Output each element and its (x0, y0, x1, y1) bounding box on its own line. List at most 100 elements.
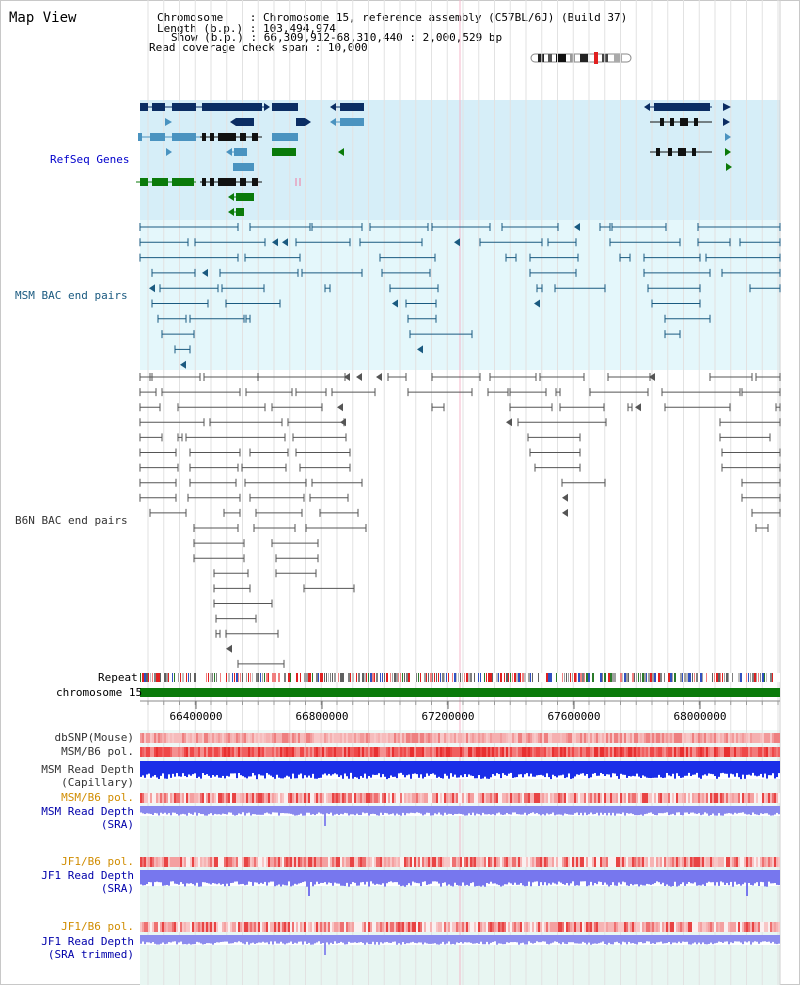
jf1-b6-pol-trimmed-cell (598, 922, 600, 932)
msm-sra-depth (280, 806, 282, 814)
jf1-b6-pol-cell (530, 857, 532, 867)
jf1-sra-depth (306, 870, 308, 887)
msm-b6-pol-sra-cell (554, 793, 556, 803)
jf1-sra-trimmed-depth (344, 935, 346, 945)
msm-b6-pol-cell (422, 747, 424, 757)
jf1-b6-pol-trimmed-cell (694, 922, 696, 932)
msm-b6-pol-cell (406, 747, 408, 757)
msm-b6-pol-cell (640, 747, 642, 757)
msm-capillary-depth (768, 761, 770, 776)
jf1-b6-pol-cell (294, 857, 296, 867)
msm-b6-pol-sra-cell (642, 793, 644, 803)
jf1-sra-trimmed-depth (142, 935, 144, 942)
msm-capillary-depth (154, 761, 156, 776)
jf1-sra-trimmed-depth (336, 935, 338, 944)
msm-sra-depth (174, 806, 176, 813)
jf1-b6-pol-cell (166, 857, 168, 867)
jf1-sra-depth (772, 870, 774, 884)
msm-sra-depth (332, 806, 334, 816)
jf1-sra-trimmed-depth (212, 935, 214, 945)
dbsnp-cell (142, 733, 144, 743)
msm-sra-depth (450, 806, 452, 814)
msm-b6-pol-sra-cell (288, 793, 290, 803)
msm-capillary-depth (692, 761, 694, 775)
jf1-sra-depth (298, 870, 300, 884)
jf1-b6-pol-cell (446, 857, 448, 867)
msm-sra-depth (634, 806, 636, 816)
chromosome-ideogram[interactable] (530, 51, 634, 65)
refseq-genes-label[interactable]: RefSeq Genes (50, 153, 130, 166)
jf1-b6-pol-trimmed-cell (388, 922, 390, 932)
jf1-sra-depth (612, 870, 614, 883)
jf1-sra-depth (200, 870, 202, 887)
msm-sra-depth (376, 806, 378, 816)
msm-capillary-depth (700, 761, 702, 779)
jf1-b6-pol-trimmed-cell (378, 922, 380, 932)
msm-b6-pol-sra-cell (608, 793, 610, 803)
msm-b6-pol-sra-cell (662, 793, 664, 803)
msm-b6-pol-cell (326, 747, 328, 757)
msm-b6-pol-sra-cell (260, 793, 262, 803)
msm-b6-pol-sra-cell (286, 793, 288, 803)
jf1-b6-pol-trimmed-cell (658, 922, 660, 932)
msm-capillary-depth (764, 761, 766, 774)
jf1-b6-pol-cell (142, 857, 144, 867)
jf1-sra-depth (278, 870, 280, 885)
repeat-block (562, 673, 563, 682)
msm-capillary-depth (340, 761, 342, 776)
jf1-b6-pol-trimmed-cell (684, 922, 686, 932)
jf1-b6-pol-cell (188, 857, 190, 867)
gene-arrow (305, 118, 311, 126)
jf1-b6-pol-trimmed-cell (730, 922, 732, 932)
msm-b6-pol-cell (630, 747, 632, 757)
jf1-sra-depth (752, 870, 754, 886)
jf1-sra-trimmed-depth (438, 935, 440, 945)
msm-sra-depth (154, 806, 156, 813)
variation-track-label: JF1 Read Depth (SRA trimmed) (2, 935, 134, 961)
dbsnp-cell (620, 733, 622, 743)
msm-sra-depth (730, 806, 732, 814)
axis-tick-label: 67600000 (547, 710, 601, 723)
gene-arrow (723, 103, 731, 111)
jf1-b6-pol-trimmed-cell (222, 922, 224, 932)
jf1-sra-depth (368, 870, 370, 887)
msm-capillary-depth (608, 761, 610, 775)
msm-sra-depth (594, 806, 596, 815)
msm-b6-pol-sra-cell (152, 793, 154, 803)
jf1-b6-pol-trimmed-cell (448, 922, 450, 932)
msm-capillary-depth (574, 761, 576, 777)
msm-b6-pol-cell (674, 747, 676, 757)
jf1-sra-depth (602, 870, 604, 885)
msm-b6-pol-cell (534, 747, 536, 757)
variation-track-label-line: (SRA) (100, 882, 134, 895)
jf1-sra-trimmed-depth (316, 935, 318, 943)
jf1-b6-pol-trimmed-cell (706, 922, 708, 932)
msm-sra-depth (180, 806, 182, 815)
dbsnp-cell (140, 733, 142, 743)
jf1-sra-trimmed-depth (384, 935, 386, 943)
dbsnp-cell (248, 733, 250, 743)
msm-b6-pol-sra-cell (590, 793, 592, 803)
dbsnp-cell (388, 733, 390, 743)
msm-sra-depth (558, 806, 560, 815)
jf1-sra-trimmed-depth (630, 935, 632, 944)
msm-b6-pol-sra-cell (418, 793, 420, 803)
jf1-sra-trimmed-depth (594, 935, 596, 944)
msm-b6-pol-cell (704, 747, 706, 757)
msm-sra-depth (162, 806, 164, 814)
msm-b6-pol-cell (146, 747, 148, 757)
msm-b6-pol-cell (374, 747, 376, 757)
jf1-sra-trimmed-depth (382, 935, 384, 944)
jf1-b6-pol-cell (260, 857, 262, 867)
jf1-b6-pol-cell (208, 857, 210, 867)
jf1-b6-pol-cell (240, 857, 242, 867)
jf1-sra-trimmed-depth (450, 935, 452, 945)
repeat-block (478, 673, 479, 682)
msm-capillary-depth (422, 761, 424, 779)
dbsnp-cell (370, 733, 372, 743)
jf1-sra-depth (636, 870, 638, 885)
msm-bac-label[interactable]: MSM BAC end pairs (15, 289, 128, 302)
jf1-b6-pol-trimmed-cell (406, 922, 408, 932)
repeat-block (724, 673, 725, 682)
dbsnp-cell (518, 733, 520, 743)
